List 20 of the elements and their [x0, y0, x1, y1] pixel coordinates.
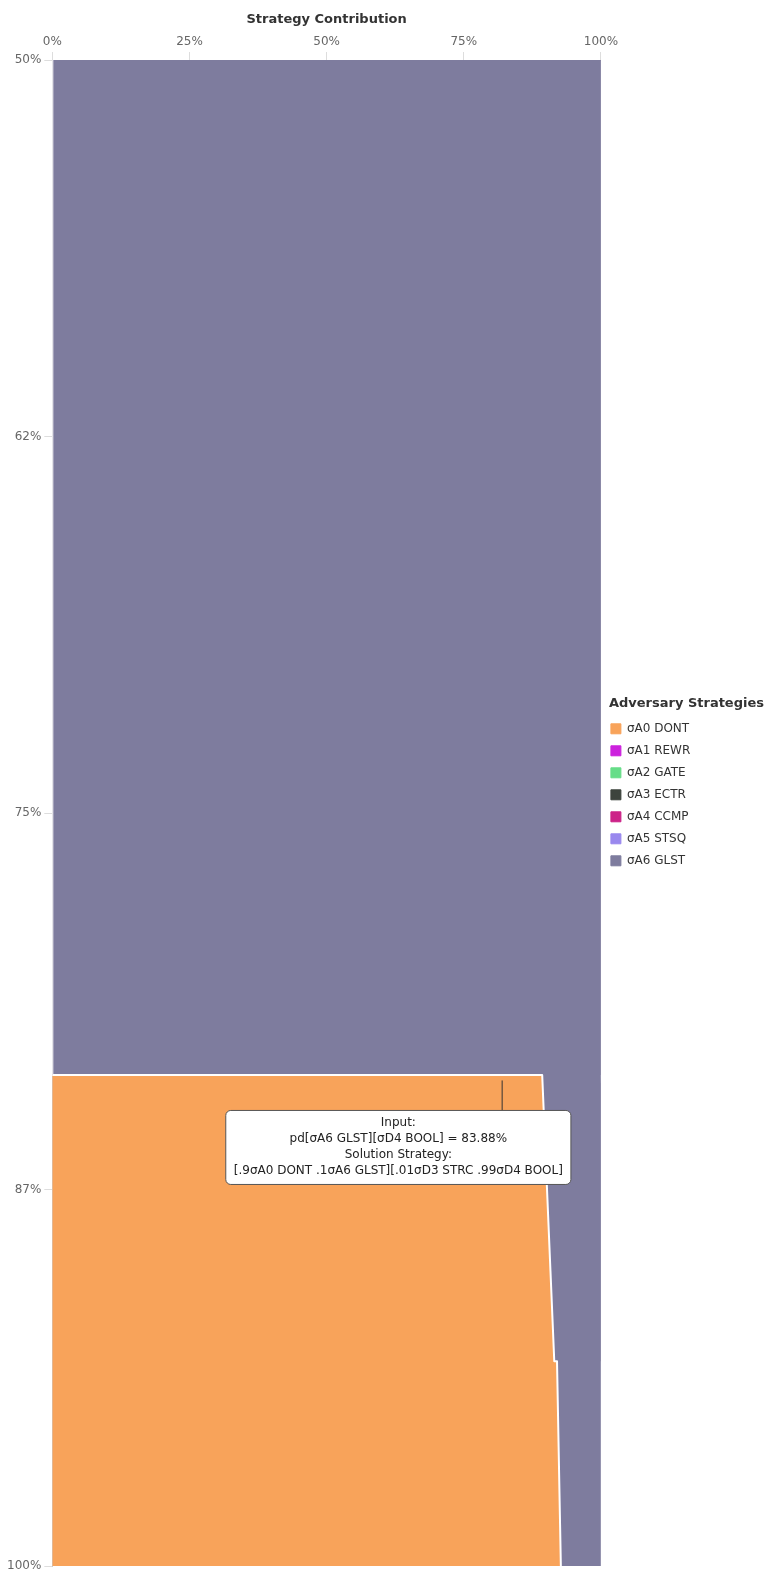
legend-label: σA2 GATE [626, 764, 686, 779]
y-tick-label: 100% [6, 1558, 42, 1573]
legend-label: σA0 DONT [626, 720, 690, 735]
x-tick-label: 100% [583, 33, 619, 48]
x-tick-label: 75% [450, 33, 478, 48]
x-tick-label: 0% [42, 33, 62, 48]
y-tick-label: 87% [14, 1181, 42, 1196]
legend-title: Adversary Strategies [608, 695, 765, 711]
legend-label: σA6 GLST [626, 852, 686, 867]
y-tick-label: 75% [14, 805, 42, 820]
legend-label: σA1 REWR [626, 742, 691, 757]
x-axis-title: Strategy Contribution [246, 11, 407, 27]
y-tick-label: 50% [14, 52, 42, 67]
legend-label: σA5 STSQ [626, 830, 687, 845]
legend-label: σA4 CCMP [626, 808, 689, 823]
x-tick-label: 25% [176, 33, 203, 48]
y-tick-label: 62% [14, 428, 42, 443]
x-tick-label: 50% [313, 33, 340, 48]
annotation: Input: pd[σA6 GLST][σD4 BOOL] = 83.88% Solution Strategy: [.9σA0 DONT .1σA6 GLST][.01σD3 STRC .99σD4 BOOL] [233, 1114, 563, 1177]
legend-label: σA3 ECTR [626, 786, 686, 801]
